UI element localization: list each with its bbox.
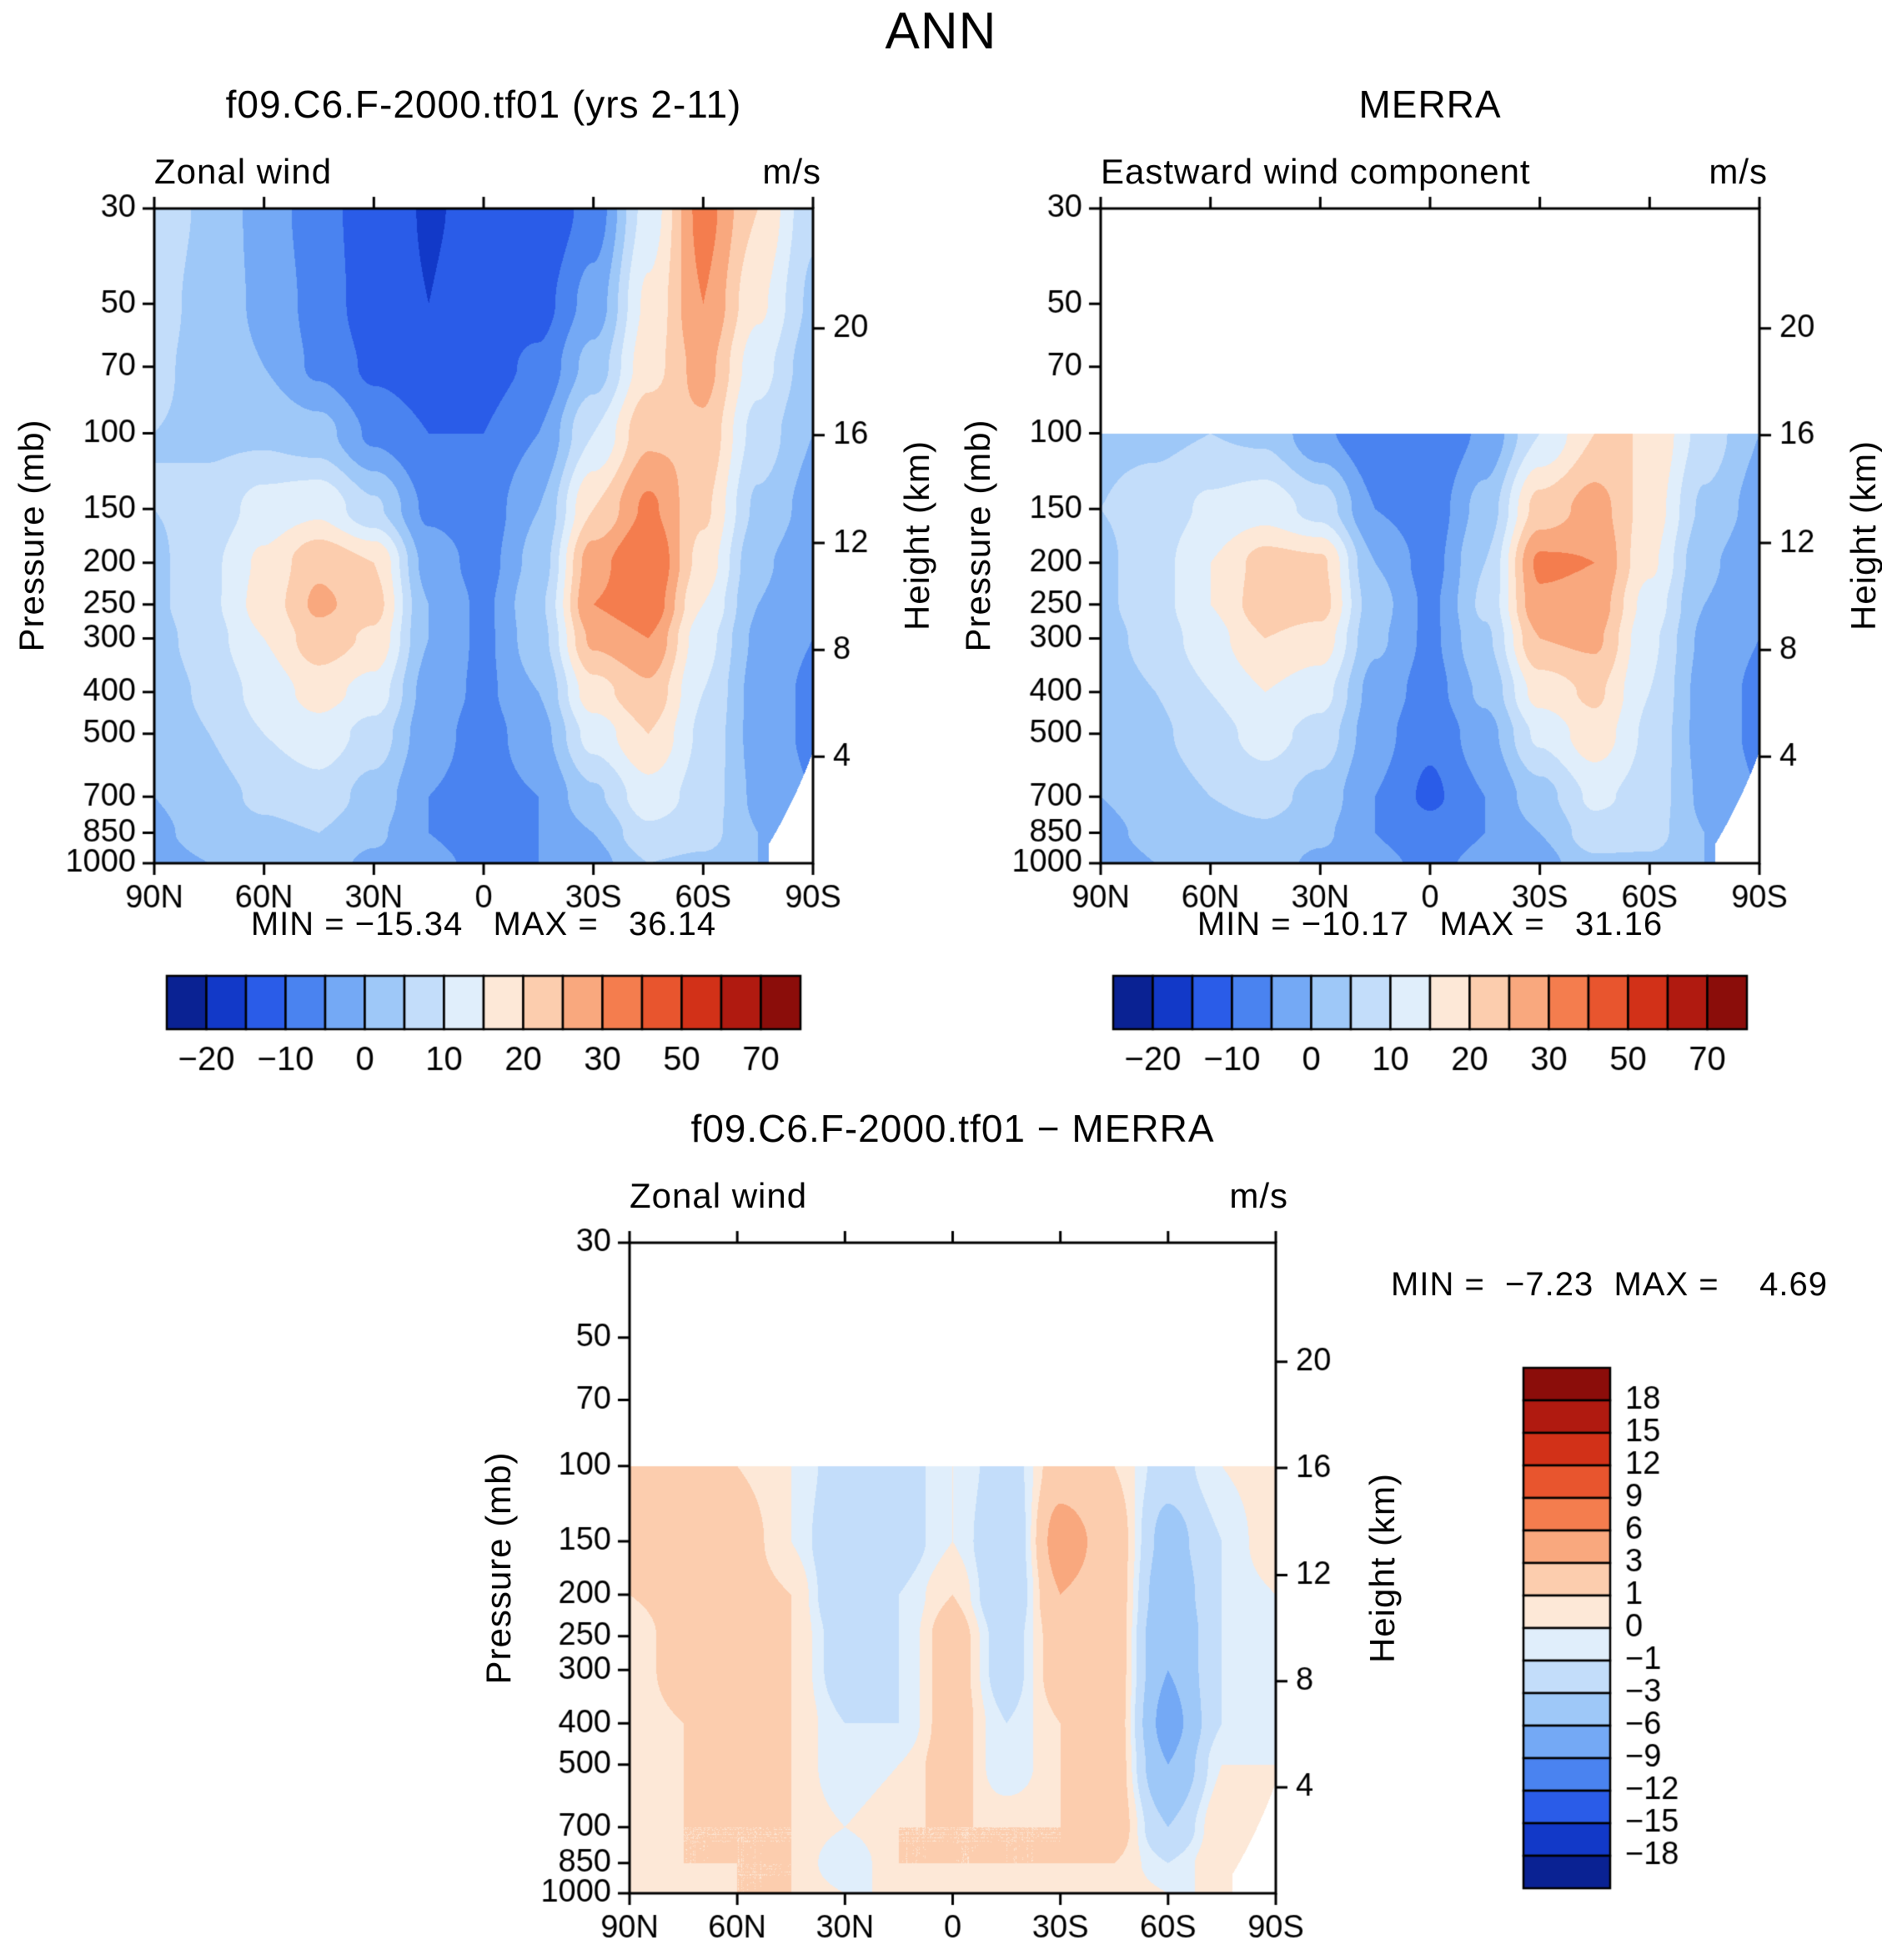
merra-contour-plot (1009, 188, 1855, 930)
merra-units-label: m/s (1709, 152, 1768, 191)
merra-colorbar (1084, 969, 1801, 1094)
diff-minmax-label: MIN = −7.23 MAX = 4.69 (1391, 1266, 1828, 1303)
diff-subtitle-row: Zonal wind m/s (630, 1176, 1288, 1216)
merra-subtitle-row: Eastward wind component m/s (1101, 152, 1768, 192)
model-contour-plot (63, 188, 909, 930)
merra-panel-title: MERRA (1358, 83, 1502, 126)
diff-pressure-axis-label: Pressure (mb) (479, 1451, 518, 1685)
diff-colorbar (1513, 1358, 1722, 1933)
main-title: ANN (885, 3, 997, 60)
model-units-label: m/s (762, 152, 821, 191)
diff-subtitle: Zonal wind (630, 1176, 808, 1215)
merra-minmax-label: MIN = −10.17 MAX = 31.16 (1197, 906, 1664, 942)
diff-units-label: m/s (1229, 1176, 1288, 1215)
model-subtitle: Zonal wind (154, 152, 333, 191)
model-pressure-axis-label: Pressure (mb) (12, 419, 51, 652)
diff-contour-plot (538, 1222, 1372, 1960)
model-subtitle-row: Zonal wind m/s (154, 152, 821, 192)
model-minmax-label: MIN = −15.34 MAX = 36.14 (250, 906, 717, 942)
diff-panel-title: f09.C6.F-2000.tf01 − MERRA (690, 1107, 1215, 1150)
model-panel-title: f09.C6.F-2000.tf01 (yrs 2-11) (225, 83, 742, 126)
merra-subtitle: Eastward wind component (1101, 152, 1531, 191)
merra-pressure-axis-label: Pressure (mb) (958, 419, 997, 652)
model-colorbar (138, 969, 855, 1094)
